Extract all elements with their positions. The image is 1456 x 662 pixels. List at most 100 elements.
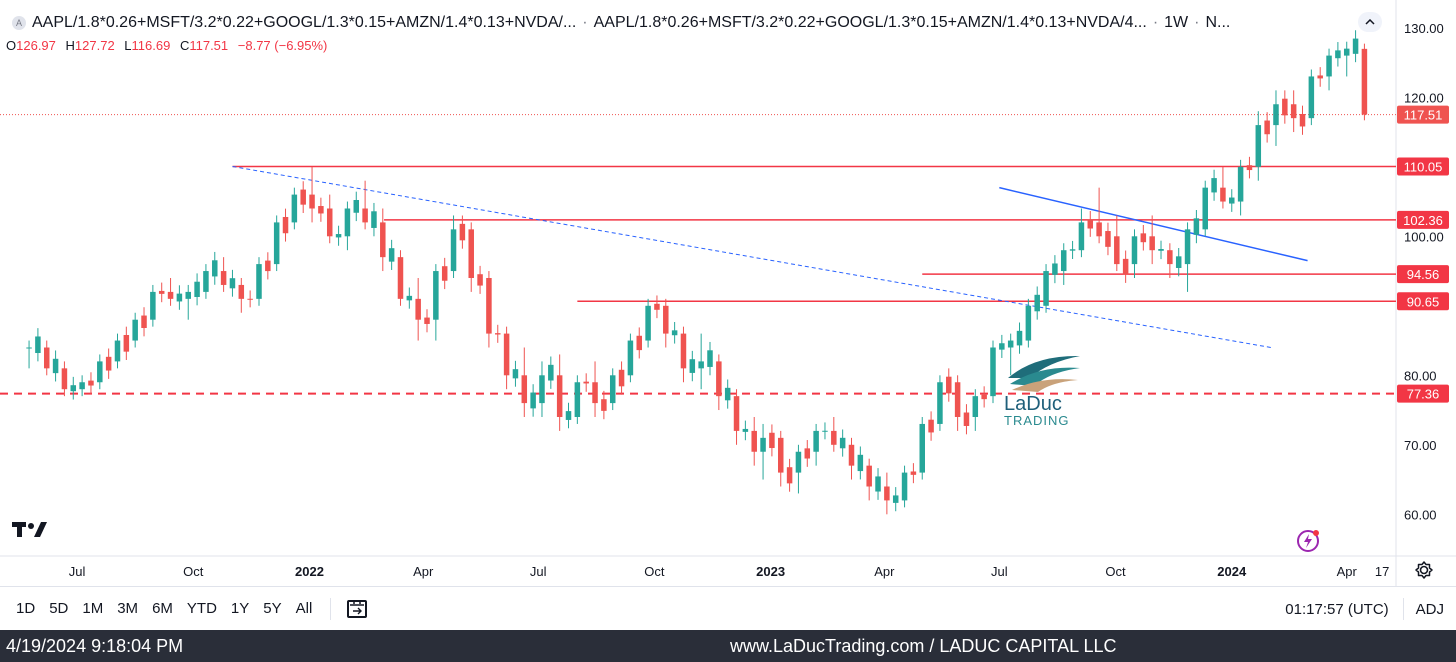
- watermark-wave-icon: [1012, 379, 1078, 392]
- candle-body: [1308, 76, 1315, 119]
- adj-button[interactable]: ADJ: [1402, 598, 1456, 620]
- candle-body: [928, 419, 934, 433]
- open-label: O: [6, 38, 17, 53]
- candle-body: [1335, 50, 1341, 59]
- chevron-up-icon[interactable]: [1358, 12, 1382, 32]
- candle-body: [1007, 340, 1014, 348]
- candle-body: [601, 399, 607, 411]
- candle-body: [1140, 233, 1147, 243]
- high-label: H: [65, 38, 75, 53]
- candle-body: [1043, 271, 1049, 306]
- candle-body: [901, 472, 908, 501]
- candle-body: [813, 430, 819, 452]
- candle-body: [1352, 38, 1359, 54]
- candle-body: [822, 430, 828, 432]
- candle-body: [512, 369, 519, 379]
- candle-body: [866, 465, 872, 487]
- candle-body: [105, 356, 112, 371]
- candle-body: [1273, 104, 1279, 126]
- candle-body: [539, 375, 545, 404]
- candle-body: [371, 211, 377, 228]
- candle-body: [1193, 218, 1200, 235]
- candle-body: [1122, 258, 1129, 275]
- candle-body: [609, 375, 616, 404]
- timeframe-1y[interactable]: 1Y: [230, 600, 250, 617]
- candle-body: [689, 359, 696, 373]
- candle-body: [220, 271, 227, 285]
- x-tick-label: Apr: [874, 564, 895, 579]
- candle-body: [26, 347, 32, 349]
- candle-body: [831, 430, 837, 445]
- candle-body: [1290, 104, 1297, 119]
- candle-body: [663, 305, 669, 334]
- symbol-title[interactable]: AAPL/1.8*0.26+MSFT/3.2*0.22+GOOGL/1.3*0.…: [32, 14, 577, 31]
- y-tick-label: 60.00: [1404, 507, 1437, 522]
- y-tick-label: 70.00: [1404, 438, 1437, 453]
- candle-body: [1326, 55, 1332, 77]
- candle-body: [1282, 98, 1288, 116]
- tradingview-logo-icon[interactable]: [12, 520, 48, 545]
- candle-body: [716, 361, 722, 397]
- candle-body: [441, 266, 448, 281]
- candle-body: [79, 382, 85, 390]
- candle-body: [1149, 236, 1155, 251]
- candle-body: [1246, 165, 1253, 171]
- candle-body: [495, 333, 501, 335]
- candle-body: [203, 271, 209, 292]
- level-price-tag: [1397, 157, 1449, 176]
- candle-body: [1025, 305, 1032, 341]
- timeframe-5y[interactable]: 5Y: [263, 600, 282, 617]
- candle-body: [256, 264, 262, 299]
- change-value: −8.77 (−6.95%): [237, 38, 328, 53]
- candle-body: [592, 382, 598, 404]
- trendline[interactable]: [999, 186, 1308, 262]
- candle-body: [176, 293, 183, 302]
- x-tick-label: 2024: [1217, 564, 1247, 579]
- candle-body: [1211, 178, 1217, 193]
- candle-body: [574, 382, 581, 417]
- candle-body: [999, 343, 1005, 350]
- utc-clock[interactable]: 01:17:57 (UTC): [1285, 600, 1389, 618]
- open-value: 126.97: [16, 38, 56, 53]
- candle-body: [503, 333, 510, 376]
- candle-body: [1016, 330, 1023, 346]
- calendar-icon[interactable]: [347, 599, 368, 618]
- interval-label[interactable]: 1W: [1164, 14, 1189, 31]
- low-value: 116.69: [131, 38, 171, 53]
- symbol-title-2[interactable]: AAPL/1.8*0.26+MSFT/3.2*0.22+GOOGL/1.3*0.…: [593, 14, 1147, 31]
- timeframe-1d[interactable]: 1D: [16, 600, 36, 617]
- timeframe-1m[interactable]: 1M: [82, 600, 104, 617]
- candle-body: [1237, 166, 1244, 202]
- timeframe-6m[interactable]: 6M: [152, 600, 173, 617]
- y-tick-label: 80.00: [1404, 368, 1437, 383]
- candle-body: [786, 467, 793, 484]
- candle-body: [282, 216, 289, 234]
- candle-body: [450, 229, 457, 272]
- price-chart[interactable]: 60.00 70.00 80.00 100.00 120.00 130.00 Jul Oct 2…: [0, 0, 1456, 586]
- flash-icon[interactable]: [1296, 528, 1322, 559]
- candle-body: [114, 340, 121, 362]
- level-price-tag: [1397, 292, 1449, 311]
- level-price-tag: [1397, 384, 1449, 403]
- candle-body: [1202, 187, 1208, 230]
- candle-body: [433, 271, 439, 320]
- timeframe-all[interactable]: All: [295, 600, 313, 617]
- exchange-label: N...: [1205, 14, 1231, 31]
- trendline[interactable]: [232, 165, 1272, 348]
- candle-body: [698, 361, 704, 369]
- candle-body: [1175, 256, 1182, 268]
- candle-body: [273, 222, 280, 265]
- gear-icon[interactable]: [1414, 560, 1434, 585]
- candle-body: [185, 291, 191, 299]
- candle-body: [892, 495, 899, 503]
- timeframe-5d[interactable]: 5D: [49, 600, 69, 617]
- candle-body: [150, 291, 156, 320]
- candle-body: [910, 471, 917, 475]
- toolbar-divider: [330, 597, 332, 620]
- timeframe-ytd[interactable]: YTD: [186, 600, 217, 617]
- candle-body: [530, 392, 536, 409]
- timeframe-3m[interactable]: 3M: [117, 600, 139, 617]
- candle-body: [406, 295, 413, 301]
- candle-body: [52, 358, 59, 374]
